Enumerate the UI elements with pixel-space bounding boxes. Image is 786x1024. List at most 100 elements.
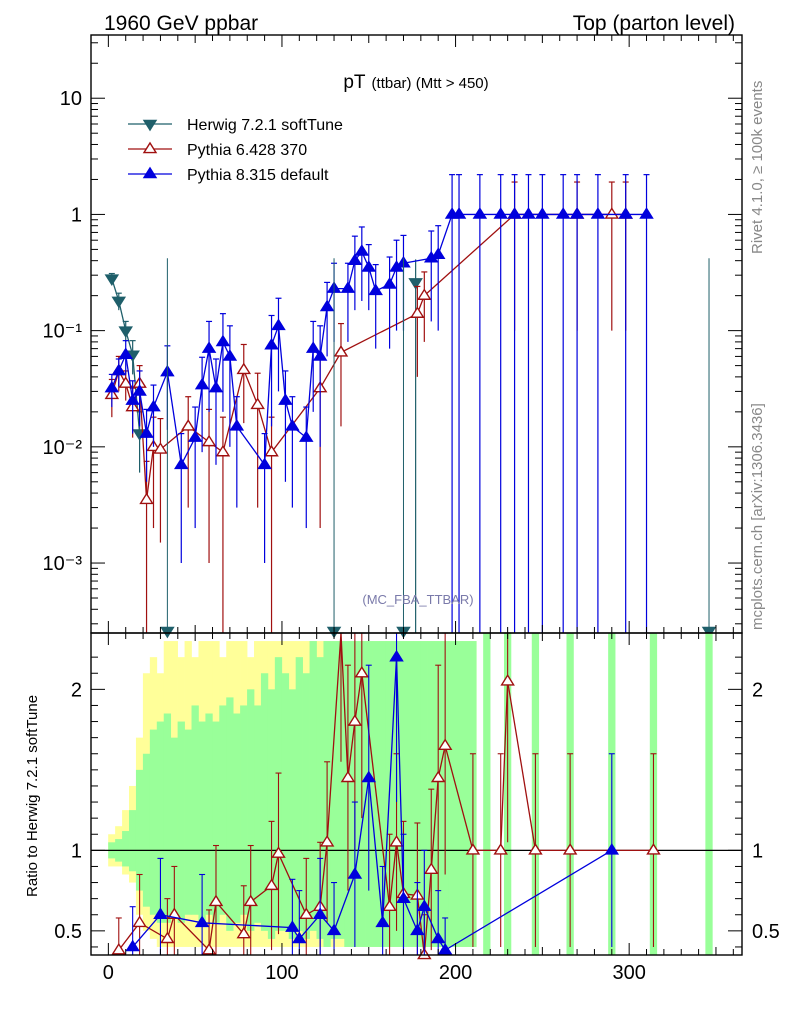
legend-marker [142, 119, 158, 132]
data-point [201, 434, 217, 447]
ratio-band-green-bin [413, 641, 422, 947]
ratio-y-tick-label-right: 0.5 [752, 921, 780, 943]
main-y-tick-label: 10 [60, 88, 82, 110]
data-point [382, 277, 397, 289]
main-panel-data [104, 174, 717, 639]
ratio-data-point [500, 673, 515, 686]
data-point [208, 380, 224, 393]
ratio-data-point [389, 649, 404, 662]
data-point [639, 207, 654, 219]
data-point [590, 207, 606, 219]
data-point [139, 426, 154, 438]
data-point [271, 318, 286, 331]
header-right: Top (parton level) [573, 12, 735, 35]
data-point [472, 207, 488, 219]
ratio-y-tick-label-right: 1 [752, 840, 763, 862]
x-tick-label: 100 [265, 962, 298, 984]
x-tick-label: 300 [612, 962, 645, 984]
header-left: 1960 GeV ppbar [104, 12, 258, 35]
legend-marker [142, 141, 158, 154]
ratio-data-point [194, 915, 210, 928]
ratio-panel-data [91, 632, 742, 960]
ratio-band-green-bin [149, 729, 158, 915]
ratio-data-point [319, 834, 335, 847]
data-point [701, 626, 717, 639]
data-point [430, 247, 446, 260]
ratio-data-point [285, 920, 300, 932]
ratio-data-point [153, 907, 168, 920]
ratio-band-green-bin [705, 633, 713, 955]
data-point [236, 362, 252, 375]
data-point [104, 380, 120, 393]
data-point [250, 397, 265, 410]
data-point [299, 430, 314, 442]
ratio-data-point [292, 931, 307, 944]
ratio-band-green-bin [191, 705, 199, 915]
ratio-data-point [528, 843, 543, 855]
ratio-data-point [312, 907, 328, 920]
ratio-data-point [160, 931, 175, 944]
data-point [180, 419, 196, 431]
data-point [264, 337, 279, 350]
ratio-band-green-bin [399, 641, 408, 947]
data-point [417, 288, 432, 300]
x-tick-label: 0 [103, 962, 114, 984]
data-point [153, 442, 168, 454]
axis-ticks [91, 35, 742, 955]
ratio-data-point [167, 907, 182, 920]
ratio-data-point [347, 867, 363, 879]
ratio-band-green-bin [205, 713, 213, 915]
plot-title: pT (ttbar) (Mtt > 450) [343, 72, 488, 93]
ratio-y-tick-label-right: 2 [752, 679, 763, 701]
main-y-tick-label: 10⁻¹ [43, 321, 83, 343]
data-point [215, 444, 231, 457]
data-point [319, 299, 335, 312]
data-point [408, 278, 423, 290]
ratio-band-green-bin [316, 657, 324, 939]
ratio-data-point [340, 770, 356, 783]
legend-label: Pythia 8.315 default [187, 167, 329, 184]
data-point [555, 207, 571, 219]
ratio-band-green-bin [247, 689, 255, 931]
ratio-band-green-bin [330, 641, 338, 939]
data-point [118, 347, 133, 360]
ratio-data-point [299, 907, 314, 920]
ratio-band-green-bin [226, 697, 234, 931]
ratio-band-green-bin [309, 641, 317, 931]
main-y-tick-label: 10⁻² [43, 437, 83, 459]
ratio-band-green-bin [219, 705, 227, 915]
ratio-data-point [271, 846, 286, 858]
ratio-data-point [382, 899, 397, 911]
ratio-data-point [465, 843, 481, 855]
ratio-band-green-bin [288, 689, 297, 939]
ratio-band-green-bin [448, 641, 456, 947]
data-point [312, 349, 328, 361]
ratio-band-green-bin [142, 753, 151, 907]
ratio-data-point [132, 915, 147, 928]
ratio-data-point [243, 894, 258, 907]
data-point [535, 207, 550, 219]
ratio-band-green-bin [233, 713, 241, 923]
data-point [264, 444, 279, 457]
data-point [111, 296, 127, 309]
data-point [354, 244, 370, 256]
ratio-data-point [562, 843, 578, 855]
data-point [194, 377, 210, 390]
ratio-data-point [430, 770, 446, 783]
rivet-label: Rivet 4.1.0, ≥ 100k events [749, 81, 766, 254]
data-point [604, 207, 620, 219]
ratio-data-point [354, 665, 370, 678]
ratio-panel-frame [90, 632, 743, 956]
ratio-band-green-bin [177, 721, 185, 923]
ratio-band-green-bin [254, 705, 262, 923]
ratio-band-green-bin [170, 737, 178, 915]
legend-label: Pythia 6.428 370 [187, 142, 307, 159]
data-point [618, 207, 633, 219]
analysis-watermark: (MC_FBA_TTBAR) [362, 592, 473, 607]
ratio-band-green-bin [163, 713, 172, 923]
ratio-data-point [437, 942, 453, 955]
data-point [493, 207, 508, 219]
ratio-data-point [604, 843, 620, 855]
ratio-data-point [208, 894, 224, 907]
ratio-band-green-bin [295, 657, 303, 931]
